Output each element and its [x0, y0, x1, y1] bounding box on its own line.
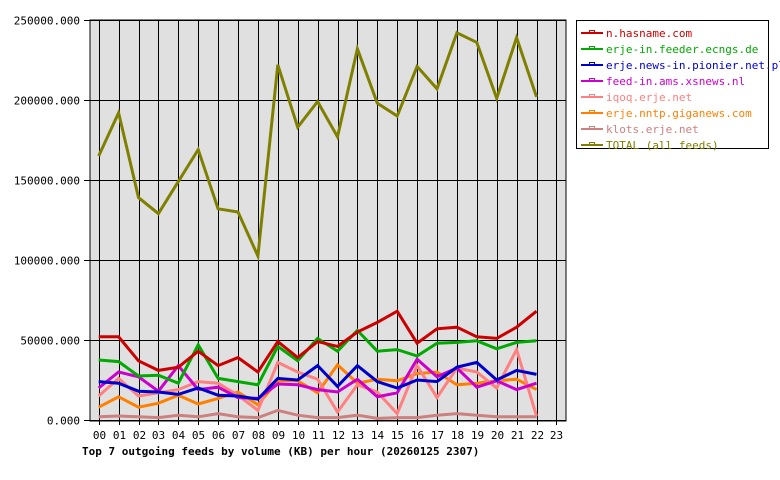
chart-title: Top 7 outgoing feeds by volume (KB) per …: [82, 445, 479, 458]
x-tick-label: 19: [471, 429, 484, 442]
legend-label: erje.nntp.giganews.com: [606, 106, 752, 120]
x-tick-label: 21: [511, 429, 524, 442]
y-tick-label: 100000.000: [14, 255, 80, 268]
legend-label: klots.erje.net: [606, 122, 699, 136]
legend-item: erje-in.feeder.ecngs.de: [581, 41, 768, 57]
series-line: [97, 30, 538, 262]
grid-lines: [84, 20, 566, 425]
legend-item: feed-in.ams.xsnews.nl: [581, 73, 768, 89]
x-tick-label: 15: [391, 429, 404, 442]
y-tick-label: 250000.000: [14, 15, 80, 28]
x-tick-label: 01: [113, 429, 126, 442]
plot-area: [90, 20, 566, 421]
x-tick-label: 07: [232, 429, 245, 442]
legend-line-marker-icon: [581, 76, 603, 86]
x-tick-label: 06: [212, 429, 225, 442]
legend-item: TOTAL (all feeds): [581, 137, 768, 153]
legend-item: klots.erje.net: [581, 121, 768, 137]
legend-label: iqoq.erje.net: [606, 90, 693, 104]
x-tick-label: 10: [292, 429, 305, 442]
legend-label: TOTAL (all feeds): [606, 138, 719, 152]
x-tick-label: 00: [93, 429, 106, 442]
plot-border: [89, 19, 567, 422]
x-tick-label: 14: [371, 429, 385, 442]
legend-line-marker-icon: [581, 44, 603, 54]
x-tick-label: 22: [531, 429, 544, 442]
x-tick-label: 11: [312, 429, 325, 442]
x-tick-label: 08: [252, 429, 265, 442]
legend-line-marker-icon: [581, 60, 603, 70]
legend-line-marker-icon: [581, 28, 603, 38]
legend-line-marker-icon: [581, 124, 603, 134]
legend-item: erje.nntp.giganews.com: [581, 105, 768, 121]
series-line: [98, 309, 538, 375]
series-line: [98, 408, 537, 420]
x-tick-label: 12: [332, 429, 345, 442]
x-tick-label: 20: [491, 429, 504, 442]
x-axis-ticks: 00 01 02 03 04 05 06 07 08 09 10 11 12 13 14 15 16 17 18 19…: [93, 429, 563, 442]
legend-line-marker-icon: [581, 140, 603, 150]
x-tick-label: 02: [133, 429, 146, 442]
x-tick-label: 17: [431, 429, 444, 442]
x-tick-label: 05: [192, 429, 205, 442]
series-line: [98, 328, 537, 387]
legend-item: iqoq.erje.net: [581, 89, 768, 105]
legend-label: erje.news-in.pionier.net.pl: [606, 58, 780, 72]
y-tick-label: 0.000: [47, 415, 80, 428]
series-line: [97, 345, 538, 417]
legend-line-marker-icon: [581, 108, 603, 118]
legend-label: erje-in.feeder.ecngs.de: [606, 42, 759, 56]
legend-item: erje.news-in.pionier.net.pl: [581, 57, 780, 73]
y-tick-label: 50000.000: [20, 335, 80, 348]
x-tick-label: 23: [550, 429, 563, 442]
y-axis-ticks: 0.000 50000.000 100000.000 150000.000 200000…: [14, 15, 80, 428]
series-line: [98, 360, 537, 401]
series-line: [98, 362, 538, 409]
x-tick-label: 03: [152, 429, 165, 442]
legend-label: n.hasname.com: [606, 26, 693, 40]
x-tick-label: 13: [351, 429, 364, 442]
series-line: [97, 356, 537, 400]
legend: n.hasname.com erje-in.feeder.ecngs.de erje…: [576, 20, 780, 152]
x-tick-label: 16: [411, 429, 424, 442]
legend-item: n.hasname.com: [581, 25, 768, 41]
series-lines: [97, 30, 538, 420]
legend-label: feed-in.ams.xsnews.nl: [606, 74, 746, 88]
legend-line-marker-icon: [581, 92, 603, 102]
y-tick-label: 200000.000: [14, 95, 80, 108]
x-tick-label: 09: [272, 429, 285, 442]
x-tick-label: 04: [172, 429, 186, 442]
y-tick-label: 150000.000: [14, 175, 80, 188]
x-tick-label: 18: [451, 429, 464, 442]
